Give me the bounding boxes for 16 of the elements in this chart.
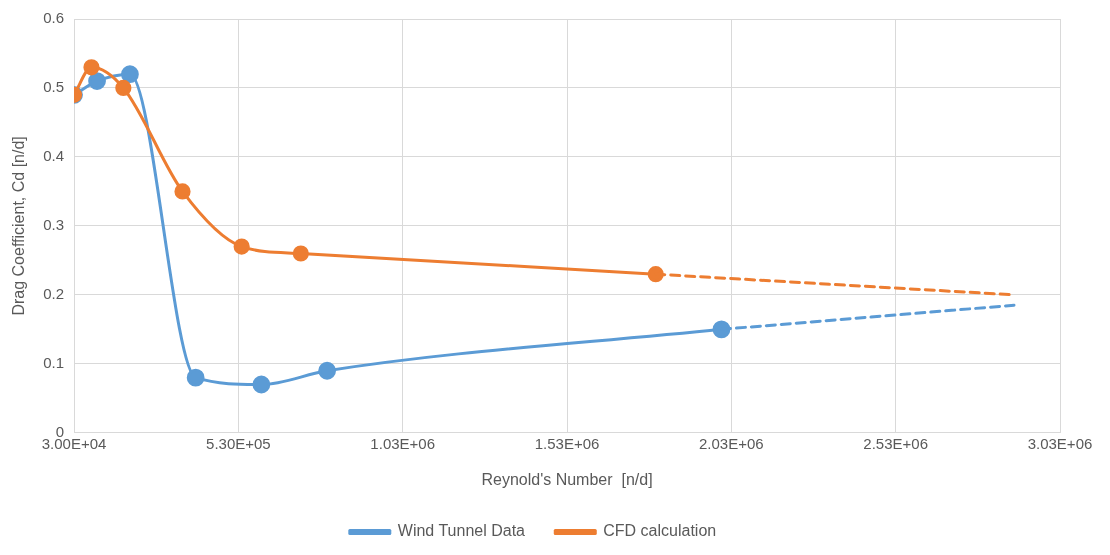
y-tick-label: 0.3	[43, 216, 65, 234]
y-axis-title: Drag Coefficient, Cd [n/d]	[10, 136, 28, 316]
x-tick-label: 5.30E+05	[206, 434, 271, 452]
y-tick-label: 0.1	[43, 353, 65, 371]
x-tick-label: 2.03E+06	[699, 434, 764, 452]
x-tick-label: 3.03E+06	[1027, 434, 1093, 452]
y-tick-label: 0.2	[43, 285, 65, 303]
y-tick-label: 0.5	[43, 78, 65, 96]
legend-label: Wind Tunnel Data	[397, 522, 526, 540]
x-axis-title: Reynold's Number [n/d]	[481, 470, 653, 488]
x-tick-label: 2.53E+06	[863, 434, 928, 452]
y-tick-label: 0.4	[43, 147, 65, 165]
x-tick-label: 1.53E+06	[534, 434, 600, 452]
y-tick-label: 0.6	[43, 9, 65, 27]
legend-label: CFD calculation	[603, 522, 717, 540]
x-tick-label: 1.03E+06	[370, 434, 436, 452]
